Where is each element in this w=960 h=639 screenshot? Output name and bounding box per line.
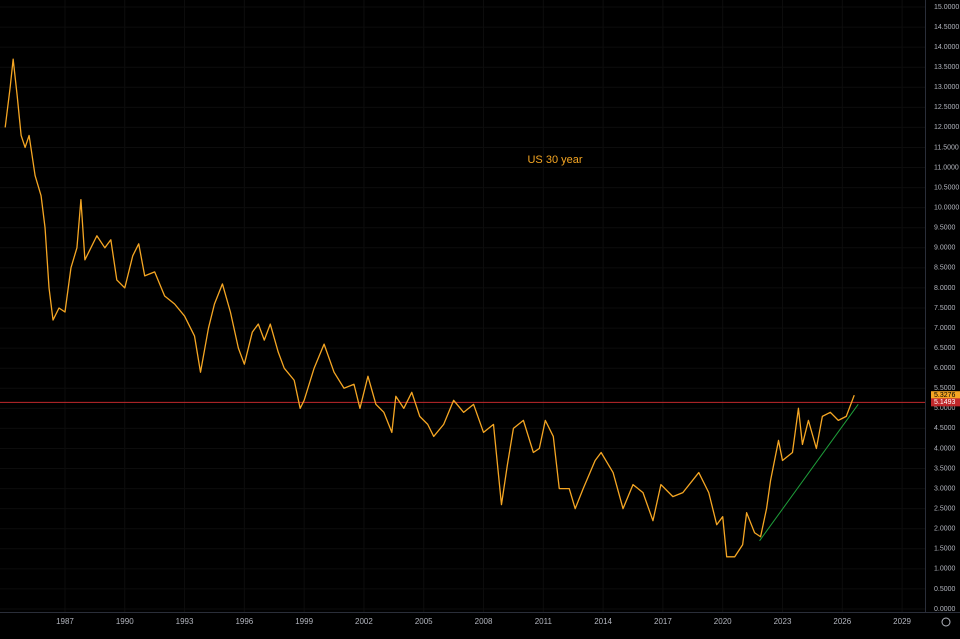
x-tick-label: 2026 [833,617,851,626]
y-tick-label: 9.0000 [934,245,956,252]
y-tick-label: 9.5000 [934,225,956,232]
trendline [759,404,859,542]
annotation: US 30 year [527,154,582,166]
y-tick-label: 8.5000 [934,265,956,272]
y-tick-label: 5.0000 [934,405,956,412]
x-tick-label: 2023 [774,617,792,626]
y-tick-label: 10.5000 [934,184,959,191]
x-tick-label: 1987 [56,617,74,626]
settings-icon[interactable] [941,617,951,627]
y-tick-label: 0.5000 [934,586,956,593]
y-tick-label: 5.5000 [934,385,956,392]
y-tick-label: 1.5000 [934,546,956,553]
y-tick-label: 11.5000 [934,144,959,151]
x-tick-label: 2008 [475,617,493,626]
x-tick-label: 2017 [654,617,672,626]
x-tick-label: 2005 [415,617,433,626]
y-tick-label: 12.5000 [934,104,959,111]
y-tick-label: 1.0000 [934,566,956,573]
y-tick-label: 6.0000 [934,365,956,372]
price-tag [931,398,960,407]
y-tick-label: 12.0000 [934,124,959,131]
y-tick-label: 14.5000 [934,24,959,31]
x-tick-label: 1993 [176,617,194,626]
y-tick-label: 3.5000 [934,465,956,472]
x-tick-label: 2011 [535,617,553,626]
price-line [4,58,855,558]
y-tick-label: 13.0000 [934,84,959,91]
x-tick-label: 1990 [116,617,134,626]
x-tick-label: 1996 [235,617,253,626]
x-tick-label: 2002 [355,617,373,626]
y-tick-label: 11.0000 [934,164,959,171]
y-tick-label: 2.0000 [934,526,956,533]
y-tick-label: 14.0000 [934,44,959,51]
y-tick-label: 7.5000 [934,305,956,312]
price-tag-label: 5.3276 [934,392,956,399]
y-tick-label: 8.0000 [934,285,956,292]
price-tag [931,391,960,400]
x-tick-label: 2029 [893,617,911,626]
x-tick-label: 2020 [714,617,732,626]
y-tick-label: 10.0000 [934,205,959,212]
x-tick-label: 2014 [594,617,612,626]
y-tick-label: 4.5000 [934,425,956,432]
y-tick-label: 7.0000 [934,325,956,332]
y-tick-label: 6.5000 [934,345,956,352]
y-tick-label: 3.0000 [934,485,956,492]
y-tick-label: 2.5000 [934,506,956,513]
price-tag-label: 5.1493 [934,399,956,406]
y-tick-label: 0.0000 [934,606,956,613]
y-tick-label: 15.0000 [934,4,959,11]
y-tick-label: 13.5000 [934,64,959,71]
x-tick-label: 1999 [295,617,313,626]
y-tick-label: 4.0000 [934,445,956,452]
